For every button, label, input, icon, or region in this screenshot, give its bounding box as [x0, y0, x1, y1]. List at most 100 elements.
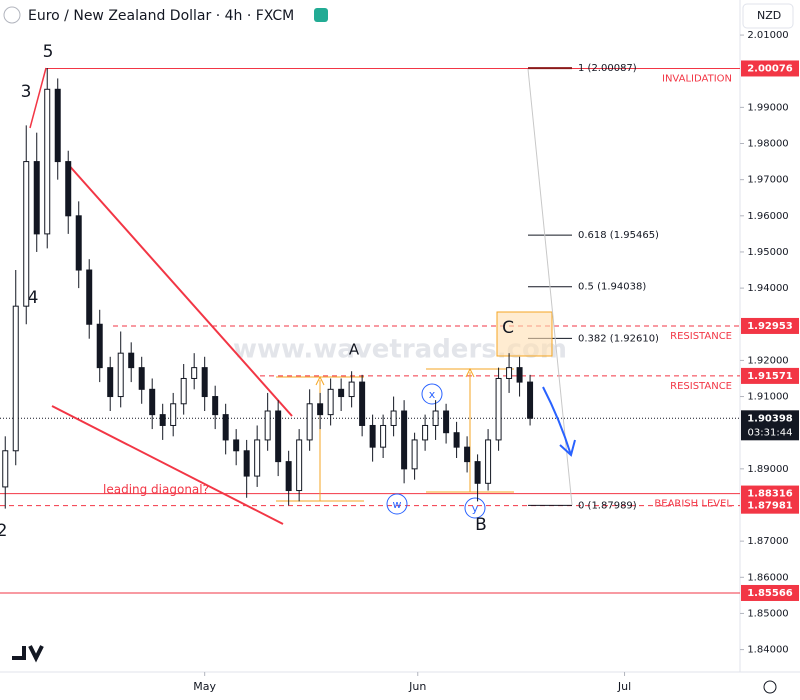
- y-tick-label: 1.94000: [747, 283, 788, 294]
- y-tick-label: 1.87000: [747, 536, 788, 547]
- candle-body: [275, 410, 282, 463]
- annotation: leading diagonal?: [103, 483, 209, 497]
- candle-body: [65, 161, 72, 217]
- fib-label: 0.382 (1.92610): [578, 333, 659, 344]
- header: Euro / New Zealand Dollar · 4h · FXCM NZ…: [3, 3, 794, 694]
- fib-label: 0 (1.87989): [578, 500, 637, 511]
- wave-line: [29, 67, 47, 129]
- candle-body: [107, 367, 114, 398]
- y-tick-label: 1.97000: [747, 175, 788, 186]
- arrow-head: [315, 375, 325, 386]
- y-tick-label: 1.95000: [747, 247, 788, 258]
- candle-body: [159, 414, 166, 426]
- wave-circle: [386, 493, 408, 515]
- wave-label: x: [429, 388, 436, 401]
- candle-body: [317, 403, 324, 416]
- candle-body: [506, 367, 513, 379]
- candle-body: [411, 439, 418, 470]
- level-note: RESISTANCE: [670, 381, 732, 392]
- trendline: [51, 405, 284, 525]
- fib-label: 0.5 (1.94038): [578, 282, 646, 293]
- wave-circle: [421, 383, 443, 405]
- candle-body: [401, 410, 408, 470]
- candle-body: [212, 396, 219, 416]
- wave-label: y: [472, 502, 479, 515]
- candle-body: [138, 367, 145, 390]
- price-badge-label: 1.92953: [747, 321, 793, 332]
- candle-body: [527, 381, 534, 419]
- wave-label: C: [502, 318, 514, 338]
- candle-body: [117, 352, 124, 398]
- y-tick-label: 1.85000: [747, 608, 788, 619]
- y-tick-label: 1.86000: [747, 572, 788, 583]
- candle-body: [54, 88, 61, 163]
- level-note: INVALIDATION: [662, 73, 732, 84]
- price-badge: [741, 584, 799, 601]
- candle-body: [33, 161, 40, 235]
- wave-label: A: [349, 341, 360, 359]
- candle-body: [170, 403, 177, 426]
- price-badge-label: 1.87981: [747, 501, 793, 512]
- y-tick-label: 2.01000: [747, 30, 788, 41]
- candle-body: [380, 424, 387, 448]
- x-tick-label: Jun: [408, 680, 426, 693]
- candle-body: [2, 450, 9, 488]
- wave-circle: [464, 497, 486, 519]
- candle-body: [201, 367, 208, 398]
- candle-body: [432, 410, 439, 426]
- candle-body: [233, 439, 240, 452]
- status-icon: [314, 8, 328, 22]
- drawings: x w y 5 3 4 2 A B C leading diagonal?: [0, 42, 576, 541]
- level-note: RESISTANCE: [670, 331, 732, 342]
- arrow-head: [465, 367, 475, 378]
- trendline: [65, 161, 293, 417]
- wave-label: 4: [28, 288, 39, 308]
- candle-body: [338, 388, 345, 398]
- wave-label: B: [475, 515, 487, 535]
- price-badge: [741, 497, 799, 514]
- chart-title: Euro / New Zealand Dollar · 4h · FXCM: [28, 8, 294, 24]
- wave-label: w: [393, 498, 402, 511]
- settings-icon[interactable]: [763, 680, 777, 694]
- fib-label: 1 (2.00087): [578, 63, 637, 74]
- candle-body: [86, 269, 93, 325]
- candle-body: [296, 439, 303, 492]
- y-tick-label: 1.99000: [747, 102, 788, 113]
- x-tick-label: May: [193, 680, 216, 693]
- fib-diagonal: [527, 68, 573, 506]
- candle-body: [453, 432, 460, 448]
- y-tick-label: 1.96000: [747, 211, 788, 222]
- price-badge-label: 2.00076: [747, 63, 793, 74]
- candle-body: [474, 461, 481, 484]
- countdown: 03:31:44: [748, 427, 793, 438]
- price-badge: [741, 410, 799, 441]
- price-badge-label: 1.85566: [747, 588, 793, 599]
- candle-body: [12, 305, 19, 452]
- price-badge: [741, 367, 799, 384]
- candle-body: [149, 388, 156, 416]
- arrow-head: [559, 439, 576, 457]
- candle-body: [285, 461, 292, 492]
- candle-body: [485, 439, 492, 484]
- price-badge: [741, 60, 799, 77]
- candle-body: [180, 377, 187, 405]
- candle-body: [369, 424, 376, 448]
- currency-button[interactable]: [742, 3, 794, 29]
- candle-body: [96, 323, 103, 369]
- price-badge: [741, 317, 799, 334]
- wave-label: 5: [43, 42, 54, 62]
- candle-body: [243, 450, 250, 477]
- candle-body: [390, 410, 397, 426]
- fib-label: 0.618 (1.95465): [578, 230, 659, 241]
- candle-body: [44, 88, 51, 235]
- y-tick-label: 1.89000: [747, 464, 788, 475]
- candle-body: [306, 403, 313, 441]
- wave-label: 3: [21, 82, 32, 102]
- wave-label: 2: [0, 521, 7, 541]
- candle-body: [222, 414, 229, 441]
- y-tick-label: 1.84000: [747, 645, 788, 656]
- currency: NZD: [757, 9, 781, 22]
- candle-body: [464, 446, 471, 463]
- candle-body: [422, 424, 429, 441]
